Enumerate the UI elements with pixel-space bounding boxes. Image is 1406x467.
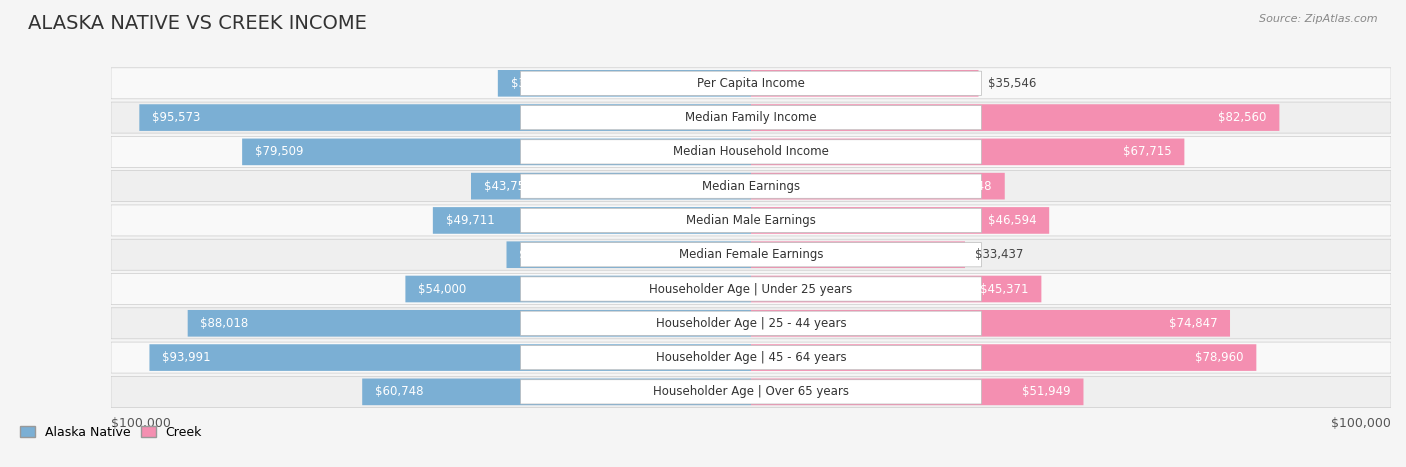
Text: Source: ZipAtlas.com: Source: ZipAtlas.com — [1260, 14, 1378, 24]
Text: Median Male Earnings: Median Male Earnings — [686, 214, 815, 227]
FancyBboxPatch shape — [111, 376, 1391, 407]
Text: Householder Age | Under 25 years: Householder Age | Under 25 years — [650, 283, 852, 296]
FancyBboxPatch shape — [506, 241, 751, 268]
Text: $46,594: $46,594 — [988, 214, 1036, 227]
Text: $39,648: $39,648 — [943, 180, 993, 193]
FancyBboxPatch shape — [751, 241, 965, 268]
FancyBboxPatch shape — [751, 310, 1230, 337]
Text: $79,509: $79,509 — [254, 145, 304, 158]
Text: $49,711: $49,711 — [446, 214, 495, 227]
FancyBboxPatch shape — [520, 242, 981, 267]
FancyBboxPatch shape — [111, 205, 1391, 236]
Text: Median Family Income: Median Family Income — [685, 111, 817, 124]
Text: Householder Age | 25 - 44 years: Householder Age | 25 - 44 years — [655, 317, 846, 330]
Text: $93,991: $93,991 — [162, 351, 211, 364]
Legend: Alaska Native, Creek: Alaska Native, Creek — [15, 421, 207, 444]
Text: $78,960: $78,960 — [1195, 351, 1243, 364]
Text: Median Earnings: Median Earnings — [702, 180, 800, 193]
Text: $35,546: $35,546 — [988, 77, 1036, 90]
Text: $39,558: $39,558 — [510, 77, 558, 90]
FancyBboxPatch shape — [139, 104, 751, 131]
Text: Householder Age | Over 65 years: Householder Age | Over 65 years — [652, 385, 849, 398]
Text: Median Household Income: Median Household Income — [673, 145, 830, 158]
FancyBboxPatch shape — [751, 139, 1184, 165]
FancyBboxPatch shape — [111, 68, 1391, 99]
FancyBboxPatch shape — [187, 310, 751, 337]
FancyBboxPatch shape — [751, 379, 1084, 405]
Text: $100,000: $100,000 — [111, 417, 172, 430]
Text: $100,000: $100,000 — [1331, 417, 1391, 430]
FancyBboxPatch shape — [405, 276, 751, 302]
FancyBboxPatch shape — [520, 71, 981, 95]
FancyBboxPatch shape — [751, 173, 1005, 199]
Text: $82,560: $82,560 — [1218, 111, 1267, 124]
Text: Per Capita Income: Per Capita Income — [697, 77, 806, 90]
FancyBboxPatch shape — [751, 70, 979, 97]
FancyBboxPatch shape — [520, 174, 981, 198]
FancyBboxPatch shape — [751, 104, 1279, 131]
FancyBboxPatch shape — [520, 208, 981, 233]
Text: $38,202: $38,202 — [519, 248, 568, 261]
FancyBboxPatch shape — [242, 139, 751, 165]
Text: $67,715: $67,715 — [1123, 145, 1171, 158]
Text: $45,371: $45,371 — [980, 283, 1029, 296]
Text: Median Female Earnings: Median Female Earnings — [679, 248, 824, 261]
FancyBboxPatch shape — [111, 170, 1391, 202]
Text: Householder Age | 45 - 64 years: Householder Age | 45 - 64 years — [655, 351, 846, 364]
FancyBboxPatch shape — [751, 207, 1049, 234]
FancyBboxPatch shape — [471, 173, 751, 199]
FancyBboxPatch shape — [111, 239, 1391, 270]
FancyBboxPatch shape — [520, 346, 981, 370]
FancyBboxPatch shape — [498, 70, 751, 97]
FancyBboxPatch shape — [111, 274, 1391, 304]
FancyBboxPatch shape — [111, 102, 1391, 133]
Text: $51,949: $51,949 — [1022, 385, 1071, 398]
FancyBboxPatch shape — [149, 344, 751, 371]
Text: $43,750: $43,750 — [484, 180, 533, 193]
FancyBboxPatch shape — [520, 277, 981, 301]
FancyBboxPatch shape — [111, 136, 1391, 167]
FancyBboxPatch shape — [111, 342, 1391, 373]
FancyBboxPatch shape — [751, 276, 1042, 302]
FancyBboxPatch shape — [520, 380, 981, 404]
FancyBboxPatch shape — [520, 106, 981, 130]
FancyBboxPatch shape — [111, 308, 1391, 339]
Text: $33,437: $33,437 — [974, 248, 1024, 261]
Text: $95,573: $95,573 — [152, 111, 201, 124]
Text: $74,847: $74,847 — [1168, 317, 1218, 330]
Text: $88,018: $88,018 — [201, 317, 249, 330]
FancyBboxPatch shape — [363, 379, 751, 405]
Text: ALASKA NATIVE VS CREEK INCOME: ALASKA NATIVE VS CREEK INCOME — [28, 14, 367, 33]
FancyBboxPatch shape — [751, 344, 1257, 371]
Text: $60,748: $60,748 — [375, 385, 423, 398]
FancyBboxPatch shape — [433, 207, 751, 234]
FancyBboxPatch shape — [520, 140, 981, 164]
Text: $54,000: $54,000 — [418, 283, 467, 296]
FancyBboxPatch shape — [520, 311, 981, 335]
